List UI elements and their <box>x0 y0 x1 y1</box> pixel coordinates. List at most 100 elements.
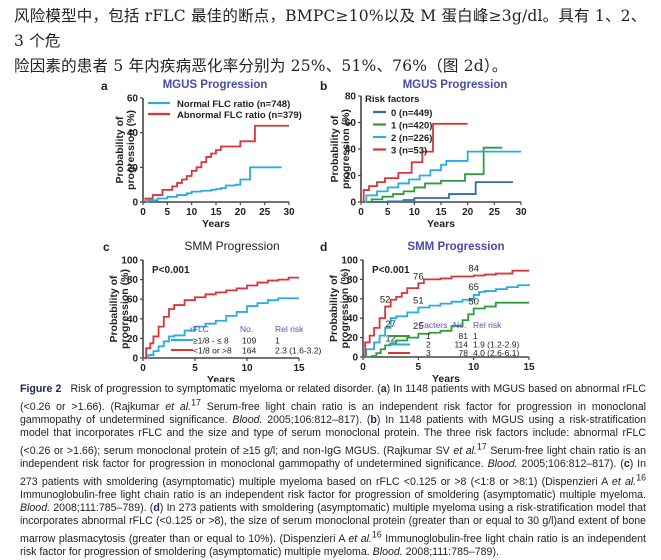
legend-header: Rel risk <box>473 320 502 330</box>
p-value-annotation: P<0.001 <box>152 265 190 276</box>
intro-line-1: 风险模型中，包括 rFLC 最佳的断点，BMPC≥10%以及 M 蛋白峰≥3g/… <box>14 7 647 50</box>
caption-label: Figure 2 <box>20 383 62 395</box>
x-axis-label: Years <box>427 218 455 230</box>
y-tick-label: 100 <box>121 256 138 267</box>
y-tick-label: 0 <box>132 198 138 209</box>
x-tick-label: 10 <box>468 362 480 373</box>
y-tick-label: 80 <box>347 275 359 286</box>
panel-label: d <box>320 240 327 254</box>
legend: Risk factors 0 (n=449) 1 (n=420)2 (n=226) 3… <box>365 94 432 157</box>
chart-title: SMM Progression <box>184 239 279 253</box>
point-label: 27 <box>385 319 396 330</box>
y-tick-label: 100 <box>341 256 358 267</box>
series-line-cyan <box>363 284 530 358</box>
series-line-cyan <box>143 297 299 359</box>
legend-header: Rel risk <box>275 324 304 334</box>
legend-label: Normal FLC ratio (n=748) <box>177 99 290 110</box>
chart-title: MGUS Progression <box>403 79 508 91</box>
x-tick-label: 20 <box>462 207 474 218</box>
series-line-blue <box>361 181 513 203</box>
legend-header: rFLC <box>190 324 209 334</box>
x-tick-label: 0 <box>360 362 366 373</box>
legend-title: Risk factors <box>365 94 419 105</box>
legend-label: 3 <box>426 348 431 358</box>
y-axis-label: Probability ofprogression (%) <box>328 269 351 349</box>
y-tick-label: 20 <box>347 333 359 344</box>
x-tick-label: 15 <box>210 207 222 218</box>
y-tick-label: 20 <box>127 334 139 345</box>
chart-panel-d: d SMM Progression 0 5 10 1 50 20 40 60 80 100 Years P… <box>320 240 535 382</box>
y-tick-label: 0 <box>132 354 138 365</box>
legend-rel-risk: 1 <box>473 331 478 341</box>
intro-line-2: 险因素的患者 5 年内疾病恶化率分别为 25%、51%、76%（图 2d）。 <box>14 57 508 75</box>
legend-header: Facters <box>419 320 447 330</box>
x-tick-label: 0 <box>140 363 146 374</box>
series-line-cyan <box>143 166 282 203</box>
series-line-red <box>361 122 468 203</box>
y-axis-label: Probability ofprogression (%) <box>108 269 131 349</box>
y-tick-label: 60 <box>345 118 357 129</box>
point-label: 50 <box>468 297 479 308</box>
series-line-cyan <box>361 150 521 203</box>
legend-label: 3 (n=53) <box>391 146 427 157</box>
x-tick-label: 30 <box>283 207 295 218</box>
y-tick-label: 40 <box>347 314 359 325</box>
x-tick-label: 15 <box>523 362 535 373</box>
legend-header: No. <box>240 324 253 334</box>
chart-title: SMM Progression <box>407 241 504 253</box>
legend-no: 164 <box>242 346 256 356</box>
x-axis-label: Years <box>207 374 235 382</box>
legend-rel-risk: 4.0 (2.6-6.1) <box>473 348 519 358</box>
x-tick-label: 5 <box>165 207 171 218</box>
x-tick-label: 10 <box>241 363 253 374</box>
legend-rel-risk: 1 <box>275 336 280 346</box>
x-tick-label: 10 <box>186 207 198 218</box>
x-tick-label: 15 <box>435 207 447 218</box>
chart-title: MGUS Progression <box>163 79 268 91</box>
point-label: 76 <box>413 271 424 282</box>
series-line-green <box>363 301 529 358</box>
x-axis-label: Years <box>432 373 460 382</box>
x-tick-label: 5 <box>385 207 391 218</box>
legend-rel-risk: 2.3 (1.6-3.2) <box>275 346 321 356</box>
figure-caption: Figure 2 Risk of progression to symptoma… <box>20 383 646 560</box>
intro-paragraph: 风险模型中，包括 rFLC 最佳的断点，BMPC≥10%以及 M 蛋白峰≥3g/… <box>14 4 654 79</box>
legend-no: 109 <box>242 336 256 346</box>
y-tick-label: 40 <box>345 145 357 156</box>
p-value-annotation: P<0.001 <box>372 265 410 276</box>
legend-no: 78 <box>459 348 469 358</box>
y-tick-label: 60 <box>347 294 359 305</box>
x-axis-label: Years <box>202 218 230 230</box>
series-line-red <box>143 124 289 203</box>
y-tick-label: 0 <box>350 198 356 209</box>
legend: Normal FLC ratio (n=748)Abnormal FLC rat… <box>148 99 302 121</box>
chart-panel-c: c SMM Progression 0 5 10 15 0 20 40 60 80 100 Years P… <box>103 239 321 382</box>
y-tick-label: 20 <box>127 163 139 174</box>
x-tick-label: 25 <box>259 207 271 218</box>
x-tick-label: 30 <box>515 207 527 218</box>
point-label: 52 <box>380 295 391 306</box>
legend-label: Abnormal FLC ratio (n=379) <box>177 110 302 121</box>
legend-label: 1 <box>426 331 431 341</box>
y-tick-label: 20 <box>345 171 357 182</box>
x-tick-label: 15 <box>293 363 305 374</box>
x-tick-label: 20 <box>235 207 247 218</box>
legend-header: No. <box>453 320 466 330</box>
x-tick-label: 5 <box>192 363 198 374</box>
series-line-green <box>361 146 503 203</box>
y-axis-label: Probability ofprogression (%) <box>114 110 137 190</box>
y-axis-label: Probability ofprogression (%) <box>329 109 352 189</box>
legend-rel-risk: 1.9 (1.2-2.9) <box>473 340 519 350</box>
x-tick-label: 10 <box>409 207 421 218</box>
chart-panel-a: a MGUS Progression 0 5 10 15 20 25 30 0 20 40 60 Year… <box>101 79 302 230</box>
x-tick-label: 0 <box>140 207 146 218</box>
legend-no: 81 <box>459 331 469 341</box>
y-tick-label: 40 <box>127 128 139 139</box>
point-label: 51 <box>413 296 424 307</box>
x-tick-label: 5 <box>416 362 422 373</box>
y-tick-label: 80 <box>127 275 139 286</box>
legend-no: 114 <box>454 340 468 350</box>
legend-label: 2 <box>426 340 431 350</box>
series-line-red <box>143 276 299 359</box>
